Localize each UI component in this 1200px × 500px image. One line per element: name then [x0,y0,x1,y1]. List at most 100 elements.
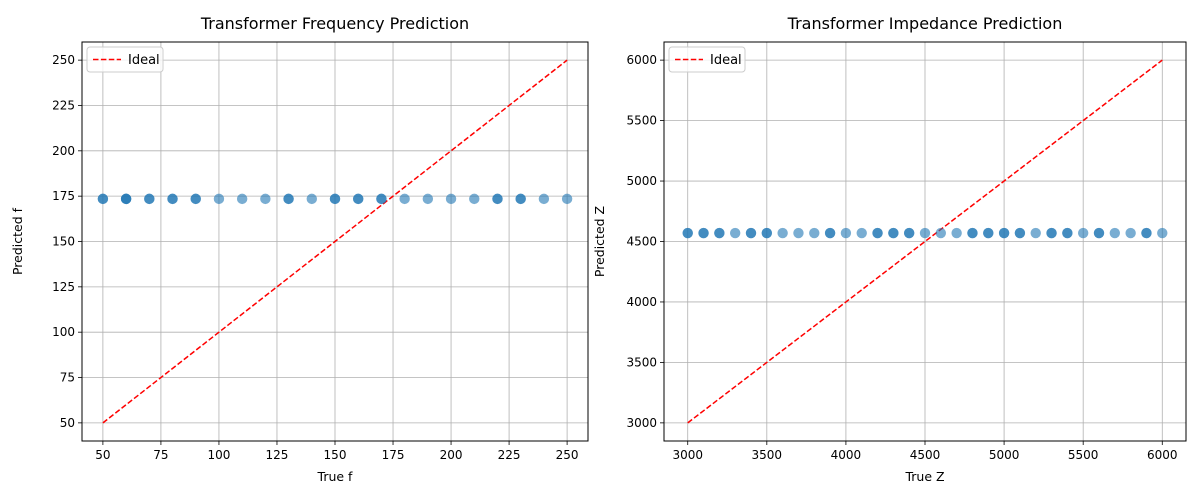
frequency-y-axis-label: Predicted f [10,207,25,275]
impedance-chart-title: Transformer Impedance Prediction [787,14,1063,33]
frequency-points [97,193,573,205]
impedance-grid [664,42,1186,441]
frequency-y-tick-label: 125 [52,280,75,294]
frequency-scatter-point [515,193,526,205]
frequency-legend: Ideal [86,46,164,73]
frequency-scatter-point [97,193,109,205]
impedance-scatter-point [840,227,852,239]
impedance-scatter-point [824,227,836,239]
frequency-scatter-point [190,193,201,205]
frequency-scatter-point [144,193,155,205]
frequency-x-axis-label: True f [317,469,354,484]
impedance-scatter-point [872,227,883,239]
frequency-legend-box [86,46,164,73]
impedance-scatter-point [1077,227,1089,239]
impedance-scatter-point [714,227,725,239]
frequency-scatter-point [120,193,132,205]
impedance-x-axis-label: True Z [904,469,944,484]
impedance-ideal-line [687,59,1163,424]
frequency-scatter-point [213,193,225,205]
frequency-x-tick-label: 50 [95,448,110,462]
impedance-scatter-point [809,227,820,239]
frequency-ideal-line-group [102,59,568,424]
impedance-scatter-point [1093,227,1105,239]
impedance-points [682,227,1168,239]
frequency-scatter-point [469,193,480,205]
frequency-ideal-line [102,59,568,424]
frequency-scatter-point [329,193,341,205]
frequency-scatter-point [236,193,248,205]
impedance-y-tick-label: 5000 [626,174,657,188]
frequency-scatter-point [445,193,457,205]
impedance-legend-ideal-label: Ideal [710,53,742,68]
impedance-y-axis-label: Predicted Z [592,206,607,277]
impedance-scatter-point [903,227,915,239]
impedance-plot-frame [663,41,1187,442]
impedance-x-tick-label: 4000 [831,448,862,462]
frequency-x-tick-label: 225 [498,448,521,462]
frequency-x-tick-label: 200 [440,448,463,462]
impedance-scatter-point [729,227,741,239]
impedance-scatter-point [1109,227,1121,239]
frequency-y-tick-label: 50 [60,416,75,430]
impedance-y-tick-label: 3000 [626,416,657,430]
frequency-scatter-point [283,193,294,205]
frequency-scatter-point [353,193,364,205]
frequency-scatter-point [561,193,573,205]
impedance-x-tick-label: 3000 [672,448,703,462]
impedance-scatter-point [951,227,962,239]
frequency-legend-ideal-label: Ideal [128,53,160,68]
frequency-scatter-point [492,193,503,205]
impedance-scatter-point [1141,227,1152,239]
impedance-panel: Transformer Impedance Prediction True Z … [592,14,1187,484]
frequency-scatter-point [260,193,271,205]
impedance-scatter-point [1030,227,1041,239]
frequency-x-tick-label: 150 [324,448,347,462]
frequency-x-tick-label: 100 [207,448,230,462]
impedance-scatter-point [1157,227,1168,239]
impedance-scatter-point [745,227,757,239]
impedance-scatter-point [998,227,1010,239]
impedance-scatter-point [1046,227,1057,239]
impedance-x-tick-label: 5500 [1068,448,1099,462]
frequency-x-tick-label: 125 [266,448,289,462]
impedance-scatter-point [888,227,899,239]
frequency-chart-title: Transformer Frequency Prediction [200,14,469,33]
impedance-scatter-point [935,227,947,239]
impedance-scatter-point [682,227,693,239]
frequency-y-tick-label: 200 [52,144,75,158]
frequency-y-tick-label: 225 [52,98,75,112]
impedance-y-tick-label: 4000 [626,295,657,309]
impedance-y-tick-label: 6000 [626,53,657,67]
frequency-y-tick-label: 150 [52,235,75,249]
frequency-scatter-point [306,193,317,205]
impedance-scatter-point [1062,227,1073,239]
frequency-x-tick-label: 250 [556,448,579,462]
frequency-x-tick-label: 75 [153,448,168,462]
impedance-scatter-point [761,227,773,239]
impedance-scatter-point [1125,227,1136,239]
impedance-legend: Ideal [668,46,746,73]
frequency-scatter-point [422,193,434,205]
frequency-scatter-point [376,193,387,205]
impedance-y-tick-label: 3500 [626,355,657,369]
impedance-x-tick-label: 5000 [989,448,1020,462]
impedance-y-tick-label: 5500 [626,114,657,128]
impedance-scatter-point [1014,227,1026,239]
impedance-y-tick-label: 4500 [626,235,657,249]
frequency-y-tick-label: 175 [52,189,75,203]
frequency-y-tick-label: 100 [52,325,75,339]
frequency-y-tick-label: 75 [60,371,75,385]
frequency-y-tick-label: 250 [52,53,75,67]
impedance-x-tick-label: 4500 [910,448,941,462]
impedance-scatter-point [793,227,804,239]
frequency-scatter-point [167,193,178,205]
impedance-ideal-line-group [687,59,1163,424]
frequency-plot-frame [81,41,589,442]
impedance-scatter-point [983,227,994,239]
frequency-ticks: 50 75 100 125 150 175 200 225 250 50 75 100 125 150 17… [52,53,578,462]
impedance-ticks: 3000 3500 4000 4500 5000 5500 6000 3000 3500 4000… [626,53,1177,462]
